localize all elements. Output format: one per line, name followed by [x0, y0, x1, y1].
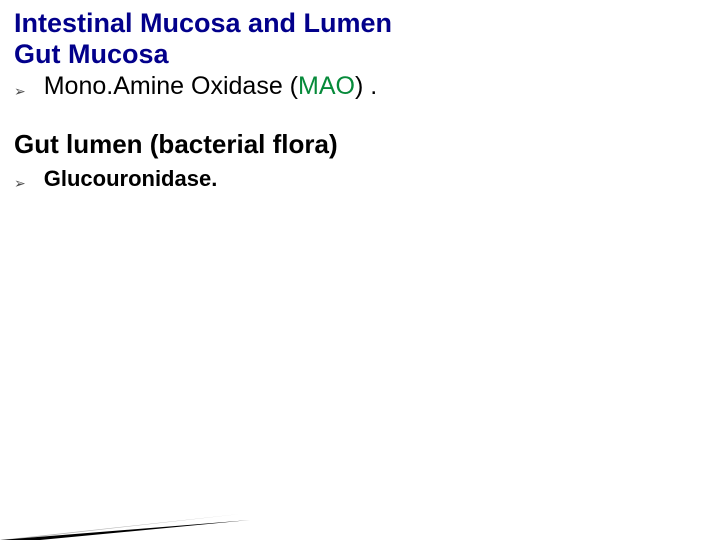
section2-bullet-text: Glucouronidase. — [44, 166, 218, 192]
section1-title-line1: Intestinal Mucosa and Lumen — [14, 8, 706, 39]
bullet-accent: MAO — [298, 72, 355, 100]
triangle-bullet-icon: ➢ — [14, 84, 26, 98]
slide: Intestinal Mucosa and Lumen Gut Mucosa ➢… — [0, 0, 720, 540]
section1-bullet-text: Mono.Amine Oxidase (MAO) . — [44, 72, 377, 101]
section-1: Intestinal Mucosa and Lumen Gut Mucosa ➢… — [14, 8, 706, 101]
bullet-post: ) . — [355, 72, 377, 100]
section2-bullet: ➢ Glucouronidase. — [14, 166, 706, 192]
section-2: Gut lumen (bacterial flora) ➢ Glucouroni… — [14, 129, 706, 192]
wedge-black — [0, 520, 250, 540]
bullet-pre: Mono.Amine Oxidase ( — [44, 72, 298, 100]
corner-wedge-decoration — [0, 470, 300, 540]
triangle-bullet-icon: ➢ — [14, 176, 26, 190]
section2-title: Gut lumen (bacterial flora) — [14, 129, 706, 160]
section1-title-line2: Gut Mucosa — [14, 39, 706, 70]
wedge-gray — [0, 514, 240, 540]
section1-bullet: ➢ Mono.Amine Oxidase (MAO) . — [14, 72, 706, 101]
